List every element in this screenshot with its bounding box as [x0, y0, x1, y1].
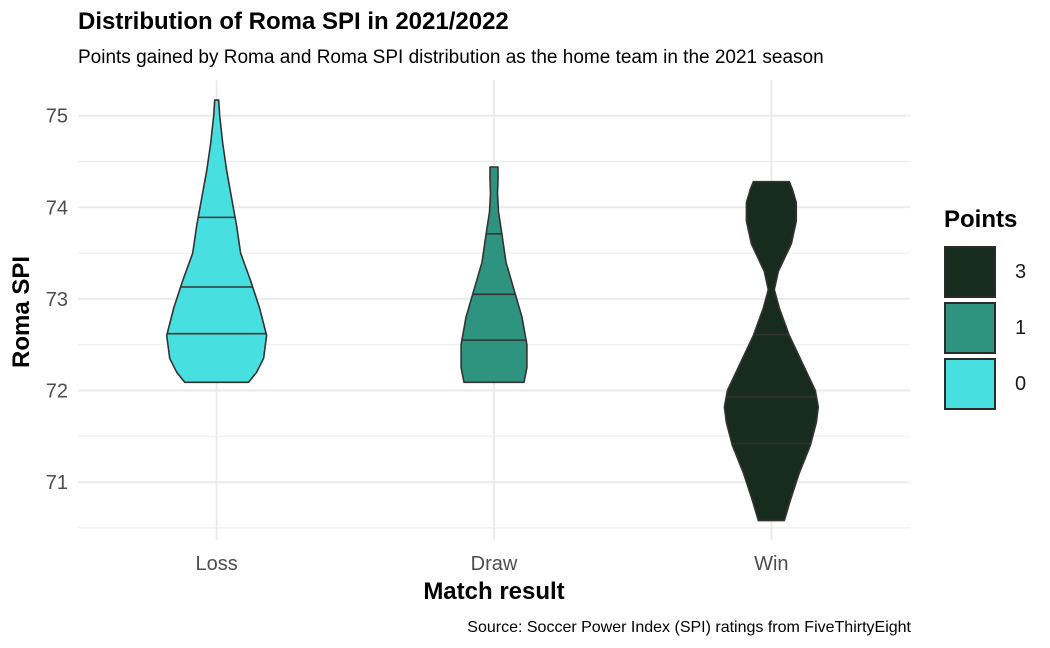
chart-caption: Source: Soccer Power Index (SPI) ratings…: [467, 619, 911, 636]
legend-item: 1: [944, 300, 1026, 356]
chart-title: Distribution of Roma SPI in 2021/2022: [78, 8, 509, 35]
legend: Points 3 1 0: [944, 206, 1026, 412]
violin-win: [723, 180, 820, 522]
y-tick-label: 72: [46, 381, 68, 403]
x-tick-label: Draw: [471, 553, 518, 575]
legend-label: 0: [1015, 372, 1027, 395]
y-tick-label: 71: [46, 472, 68, 494]
legend-title: Points: [944, 206, 1018, 233]
axis-ticks: 71 72 73 74 75 Loss Draw Win: [46, 106, 789, 575]
legend-item: 0: [944, 356, 1026, 412]
x-tick-label: Win: [754, 553, 788, 575]
x-tick-label: Loss: [196, 553, 238, 575]
y-tick-label: 75: [46, 106, 68, 128]
legend-item: 3: [944, 244, 1026, 300]
x-axis-label: Match result: [423, 578, 565, 605]
y-tick-label: 73: [46, 289, 68, 311]
legend-label: 3: [1015, 260, 1027, 283]
legend-swatch: [944, 302, 996, 354]
violin-draw: [460, 166, 528, 384]
y-axis-label: Roma SPI: [8, 255, 35, 369]
legend-label: 1: [1015, 316, 1027, 339]
violins: [165, 99, 820, 522]
legend-swatch: [944, 358, 996, 410]
y-tick-label: 74: [46, 197, 68, 219]
violin-loss: [165, 99, 268, 384]
legend-swatch: [944, 246, 996, 298]
chart-subtitle: Points gained by Roma and Roma SPI distr…: [78, 47, 824, 68]
